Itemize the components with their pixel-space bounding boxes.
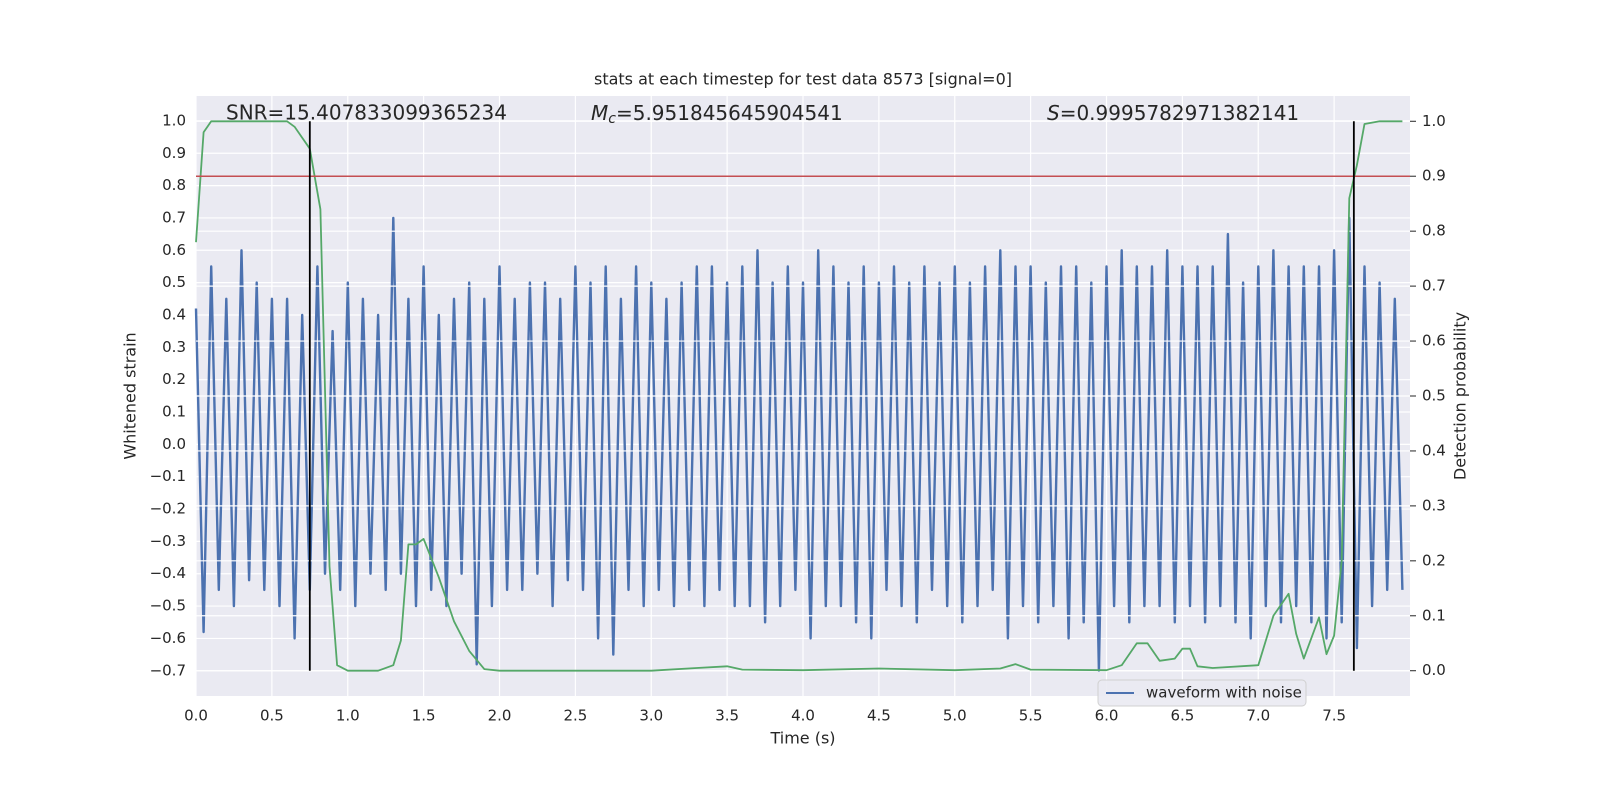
- y-tick-label: −0.1: [150, 467, 186, 485]
- annotation-symbol: M: [591, 101, 608, 125]
- y2-tick-label: 0.4: [1422, 441, 1446, 459]
- y2-tick-label: 0.1: [1422, 606, 1446, 624]
- y-tick-label: 0.7: [162, 208, 186, 226]
- y-tick-label: 0.0: [162, 435, 186, 453]
- y-tick-label: 1.0: [162, 111, 186, 129]
- y-tick-label: 0.9: [162, 144, 186, 162]
- annotation-symbol: S: [1047, 101, 1060, 125]
- chart-title: stats at each timestep for test data 857…: [594, 70, 1012, 89]
- legend-label: waveform with noise: [1146, 684, 1302, 702]
- annotation: Mc=5.951845645904541: [591, 101, 843, 128]
- x-tick-label: 4.5: [867, 707, 891, 725]
- y-tick-label: 0.1: [162, 403, 186, 421]
- x-tick-label: 3.0: [639, 707, 663, 725]
- y-tick-label: −0.2: [150, 500, 186, 518]
- y-tick-label: 0.6: [162, 241, 186, 259]
- y-tick-label: −0.3: [150, 532, 186, 550]
- x-tick-label: 2.5: [563, 707, 587, 725]
- y2-tick-label: 0.9: [1422, 167, 1446, 185]
- x-tick-label: 0.0: [184, 707, 208, 725]
- annotation-text: =0.9995782971382141: [1060, 101, 1299, 125]
- y2-axis-label: Detection probability: [1451, 312, 1470, 480]
- y2-tick-label: 0.5: [1422, 387, 1446, 405]
- y-tick-label: −0.5: [150, 597, 186, 615]
- x-tick-label: 0.5: [260, 707, 284, 725]
- x-tick-label: 6.0: [1095, 707, 1119, 725]
- y2-tick-label: 0.6: [1422, 332, 1446, 350]
- x-tick-label: 7.0: [1246, 707, 1270, 725]
- x-axis-label: Time (s): [769, 729, 835, 748]
- annotation: S=0.9995782971382141: [1047, 101, 1299, 125]
- x-tick-label: 5.0: [943, 707, 967, 725]
- y2-tick-label: 0.2: [1422, 551, 1446, 569]
- y-tick-label: −0.6: [150, 629, 186, 647]
- annotation-text: =5.951845645904541: [616, 101, 843, 125]
- y-tick-label: −0.7: [150, 661, 186, 679]
- y-tick-label: 0.4: [162, 305, 186, 323]
- series-line: [195, 120, 1403, 672]
- y2-tick-label: 0.7: [1422, 277, 1446, 295]
- x-tick-label: 5.5: [1019, 707, 1043, 725]
- y-tick-label: 0.8: [162, 176, 186, 194]
- y-axis-label: Whitened strain: [121, 332, 140, 459]
- y2-tick-label: 0.8: [1422, 222, 1446, 240]
- annotation-subscript: c: [608, 111, 616, 127]
- x-tick-label: 4.0: [791, 707, 815, 725]
- y-tick-label: 0.3: [162, 338, 186, 356]
- x-tick-label: 7.5: [1322, 707, 1346, 725]
- legend-box: [1097, 679, 1307, 707]
- y-tick-label: 0.2: [162, 370, 186, 388]
- annotation: SNR=15.407833099365234: [226, 101, 507, 125]
- y2-tick-label: 1.0: [1422, 112, 1446, 130]
- x-tick-label: 6.5: [1170, 707, 1194, 725]
- x-tick-label: 1.5: [412, 707, 436, 725]
- x-tick-label: 3.5: [715, 707, 739, 725]
- x-tick-label: 1.0: [336, 707, 360, 725]
- x-tick-label: 2.0: [488, 707, 512, 725]
- y2-tick-label: 0.3: [1422, 496, 1446, 514]
- y-tick-label: −0.4: [150, 564, 186, 582]
- y2-tick-label: 0.0: [1422, 661, 1446, 679]
- y-tick-label: 0.5: [162, 273, 186, 291]
